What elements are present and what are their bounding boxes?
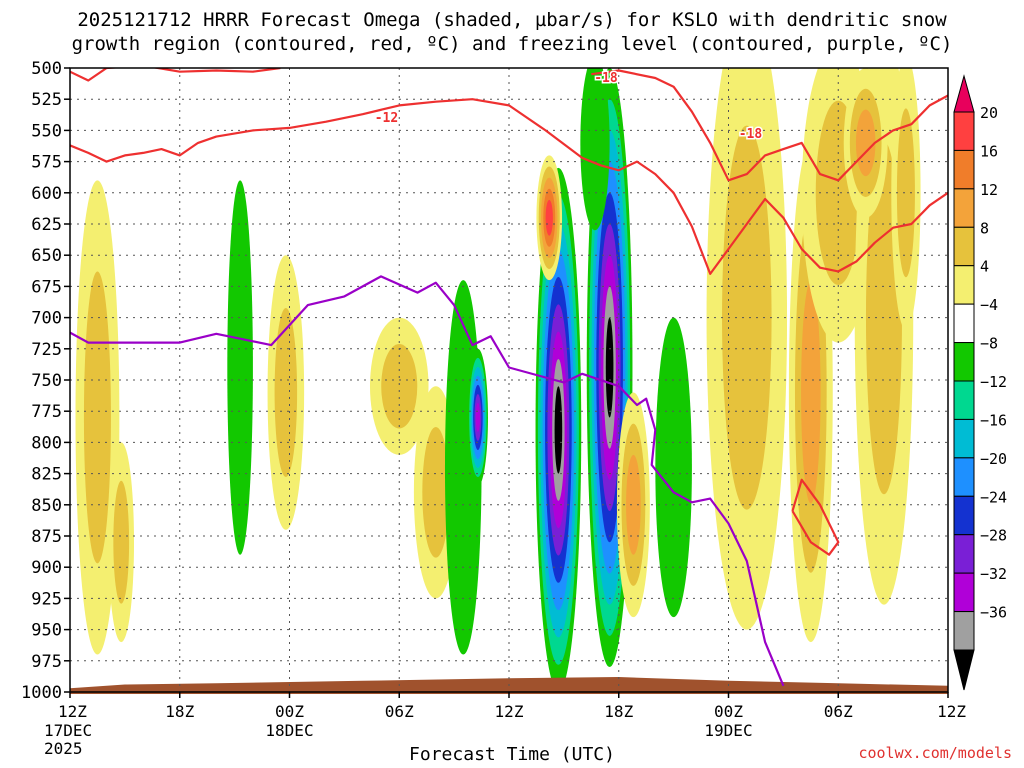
y-tick-label-800: 800 [31, 433, 62, 453]
y-tick-label-525: 525 [31, 90, 62, 110]
colorbar-label-11: −28 [980, 527, 1007, 545]
gridlines [70, 68, 948, 692]
colorbar-label-12: −32 [980, 565, 1007, 583]
x-axis-label: Forecast Time (UTC) [409, 744, 615, 765]
colorbar-box-11 [953, 534, 975, 574]
contour-label-0: -12 [375, 111, 398, 126]
y-tick-label-750: 750 [31, 371, 62, 391]
contour-lines [70, 68, 948, 687]
omega-blob-9-level-4 [545, 199, 553, 236]
x-tick-label-12: 00Z [275, 702, 304, 721]
colorbar-box-0 [953, 111, 975, 151]
contour-label-2: -18 [594, 71, 618, 86]
omega-blob-0-level-1 [83, 271, 111, 564]
y-tick-label-650: 650 [31, 246, 62, 266]
omega-blob-5-level-1 [422, 427, 450, 558]
colorbar-box-12 [953, 572, 975, 613]
omega-blob-18-level-2 [855, 109, 876, 177]
x-tick-label-0: 12Z [58, 702, 87, 721]
y-tick-label-500: 500 [31, 59, 62, 79]
y-tick-label-575: 575 [31, 153, 62, 173]
omega-blob-15-level-2 [801, 281, 821, 504]
x-tick-label-30: 18Z [604, 702, 633, 721]
colorbar-box-6 [953, 342, 975, 382]
y-tick-label-725: 725 [31, 340, 62, 360]
y-tick-label-600: 600 [31, 184, 62, 204]
x-tick-label-6: 18Z [165, 702, 194, 721]
omega-blob-1-level-1 [113, 480, 130, 604]
omega-blob-11-level-0 [580, 68, 610, 231]
colorbar-box-4 [953, 265, 975, 305]
series-line-0 [70, 275, 785, 687]
chart-title-line2: growth region (contoured, red, ºC) and f… [71, 33, 953, 55]
colorbar-arrow-top [953, 74, 975, 113]
y-tick-label-950: 950 [31, 621, 62, 641]
y-tick-label-1000: 1000 [21, 683, 62, 703]
colorbar-box-8 [953, 418, 975, 459]
y-tick-label-875: 875 [31, 527, 62, 547]
x-tick-label-36: 00Z [714, 702, 743, 721]
omega-blob-14-level-1 [722, 125, 772, 510]
omega-blob-2-level-1 [274, 308, 298, 477]
y-tick-label-675: 675 [31, 277, 62, 297]
x-tick-date-36: 19DEC [704, 721, 752, 740]
colorbar-label-2: 12 [980, 181, 998, 199]
colorbar-label-9: −20 [980, 450, 1007, 468]
colorbar-label-6: −8 [980, 335, 998, 353]
colorbar-label-5: −4 [980, 296, 998, 314]
y-tick-label-550: 550 [31, 121, 62, 141]
chart-title-line1: 2025121712 HRRR Forecast Omega (shaded, … [77, 9, 947, 31]
omega-blob-3-level-0 [227, 180, 253, 555]
colorbar-label-13: −36 [980, 604, 1007, 622]
colorbar-box-1 [953, 149, 975, 190]
omega-blob-8-level-8 [554, 386, 563, 474]
credit-text: coolwx.com/models [858, 744, 1012, 762]
colorbar-label-3: 8 [980, 219, 989, 237]
y-tick-label-925: 925 [31, 589, 62, 609]
x-tick-label-42: 06Z [824, 702, 853, 721]
omega-blob-7-level-6 [475, 402, 481, 432]
x-tick-label-48: 12Z [937, 702, 966, 721]
y-tick-label-850: 850 [31, 496, 62, 516]
colorbar-arrow-bottom [953, 649, 975, 691]
series-line-4 [791, 478, 840, 556]
omega-blob-19-level-1 [896, 108, 915, 278]
x-tick-date-12: 18DEC [265, 721, 313, 740]
series-line-1 [70, 98, 948, 275]
colorbar-label-0: 20 [980, 104, 998, 122]
y-tick-label-625: 625 [31, 215, 62, 235]
y-tick-label-975: 975 [31, 652, 62, 672]
colorbar-box-13 [953, 611, 975, 651]
colorbar-box-2 [953, 188, 975, 228]
omega-blob-12-level-2 [626, 454, 641, 555]
contour-label-1: -18 [739, 127, 763, 142]
omega-shading [75, 68, 921, 692]
colorbar-label-10: −24 [980, 488, 1007, 506]
colorbar-box-5 [953, 303, 975, 344]
y-tick-label-900: 900 [31, 558, 62, 578]
colorbar-box-10 [953, 495, 975, 536]
colorbar-box-7 [953, 380, 975, 420]
x-tick-label-18: 06Z [385, 702, 414, 721]
omega-blob-4-level-1 [381, 344, 418, 429]
colorbar-label-1: 16 [980, 142, 998, 160]
colorbar-box-3 [953, 226, 975, 267]
colorbar-box-9 [953, 457, 975, 497]
y-tick-label-825: 825 [31, 465, 62, 485]
x-tick-label-24: 12Z [495, 702, 524, 721]
omega-blob-10-level-8 [605, 317, 614, 418]
omega-blob-13-level-0 [655, 317, 692, 618]
y-tick-label-700: 700 [31, 309, 62, 329]
colorbar-label-7: −12 [980, 373, 1007, 391]
x-tick-date-0: 17DEC [44, 721, 92, 740]
y-tick-label-775: 775 [31, 402, 62, 422]
colorbar-label-8: −16 [980, 411, 1007, 429]
series-line-3 [591, 69, 948, 182]
x-tick-year-0: 2025 [44, 739, 83, 758]
colorbar-label-4: 4 [980, 258, 989, 276]
